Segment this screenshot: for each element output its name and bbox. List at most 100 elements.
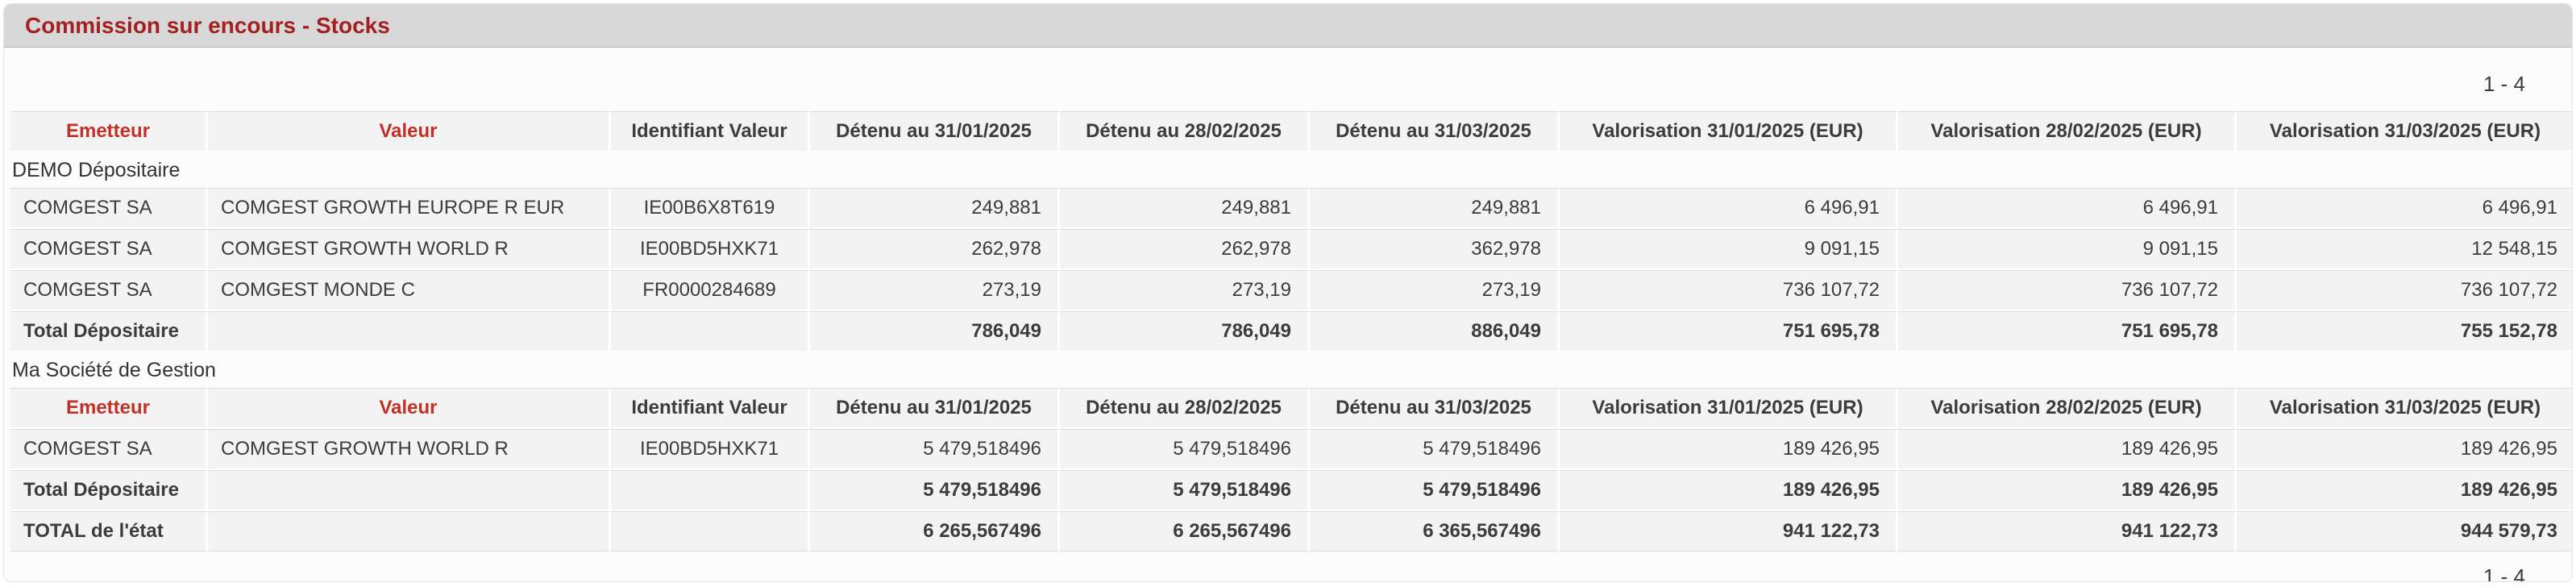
cell: 189 426,95 <box>1898 429 2237 470</box>
cell: 736 107,72 <box>1560 270 1898 311</box>
total-cell <box>611 311 810 352</box>
group-row: Ma Société de Gestion <box>10 352 2572 388</box>
total-cell: 886,049 <box>1310 311 1560 352</box>
column-header[interactable]: Identifiant Valeur <box>611 111 810 152</box>
column-header[interactable]: Valeur <box>208 111 611 152</box>
cell: 9 091,15 <box>1560 229 1898 270</box>
total-cell: 944 579,73 <box>2237 511 2572 552</box>
table-row: COMGEST SA COMGEST GROWTH WORLD R IE00BD5H… <box>10 429 2572 470</box>
total-cell: 5 479,518496 <box>1310 470 1560 511</box>
table-header-row: Emetteur Valeur Identifiant Valeur Détenu a… <box>10 388 2572 429</box>
cell: 736 107,72 <box>1898 270 2237 311</box>
total-cell: 755 152,78 <box>2237 311 2572 352</box>
cell: FR0000284689 <box>611 270 810 311</box>
cell: 249,881 <box>810 188 1060 229</box>
column-header[interactable]: Détenu au 31/03/2025 <box>1310 388 1560 429</box>
total-cell <box>208 511 611 552</box>
total-row: Total Dépositaire 5 479,518496 5 479,51849… <box>10 470 2572 511</box>
table-row: COMGEST SA COMGEST GROWTH EUROPE R EUR IE0… <box>10 188 2572 229</box>
cell: 189 426,95 <box>2237 429 2572 470</box>
cell: COMGEST GROWTH EUROPE R EUR <box>208 188 611 229</box>
panel-content: 1 - 4 Emetteur Valeur Identifiant Valeur Dé… <box>4 48 2572 582</box>
total-cell <box>611 511 810 552</box>
cell: 5 479,518496 <box>1060 429 1310 470</box>
table-row: COMGEST SA COMGEST GROWTH WORLD R IE00BD5H… <box>10 229 2572 270</box>
grand-total-row: TOTAL de l'état 6 265,567496 6 265,567496 6… <box>10 511 2572 552</box>
group-label: DEMO Dépositaire <box>12 159 181 181</box>
cell: IE00BD5HXK71 <box>611 229 810 270</box>
cell: COMGEST SA <box>10 229 208 270</box>
cell: 9 091,15 <box>1898 229 2237 270</box>
column-header[interactable]: Emetteur <box>10 111 208 152</box>
cell: COMGEST SA <box>10 270 208 311</box>
column-header[interactable]: Valorisation 28/02/2025 (EUR) <box>1898 111 2237 152</box>
panel-title: Commission sur encours - Stocks <box>25 12 390 38</box>
group-label: Ma Société de Gestion <box>12 359 216 381</box>
total-cell: 6 265,567496 <box>1060 511 1310 552</box>
total-cell: 5 479,518496 <box>1060 470 1310 511</box>
cell: 736 107,72 <box>2237 270 2572 311</box>
cell: COMGEST SA <box>10 188 208 229</box>
total-cell: 751 695,78 <box>1898 311 2237 352</box>
total-cell: 189 426,95 <box>2237 470 2572 511</box>
column-header[interactable]: Valorisation 31/01/2025 (EUR) <box>1560 111 1898 152</box>
column-header[interactable]: Emetteur <box>10 388 208 429</box>
column-header[interactable]: Valorisation 31/03/2025 (EUR) <box>2237 111 2572 152</box>
total-cell: 189 426,95 <box>1560 470 1898 511</box>
table-header-row: Emetteur Valeur Identifiant Valeur Détenu a… <box>10 111 2572 152</box>
pagination-top: 1 - 4 <box>2483 72 2525 96</box>
cell: 273,19 <box>1310 270 1560 311</box>
column-header[interactable]: Identifiant Valeur <box>611 388 810 429</box>
cell: IE00B6X8T619 <box>611 188 810 229</box>
total-cell: 941 122,73 <box>1560 511 1898 552</box>
column-header[interactable]: Détenu au 31/01/2025 <box>810 111 1060 152</box>
pagination-bottom: 1 - 4 <box>2483 564 2525 582</box>
cell: 6 496,91 <box>2237 188 2572 229</box>
column-header[interactable]: Valeur <box>208 388 611 429</box>
table-row: COMGEST SA COMGEST MONDE C FR0000284689 273… <box>10 270 2572 311</box>
total-cell: 941 122,73 <box>1898 511 2237 552</box>
cell: COMGEST SA <box>10 429 208 470</box>
cell: 249,881 <box>1060 188 1310 229</box>
cell: 5 479,518496 <box>1310 429 1560 470</box>
column-header[interactable]: Détenu au 31/01/2025 <box>810 388 1060 429</box>
column-header[interactable]: Détenu au 28/02/2025 <box>1060 388 1310 429</box>
cell: 12 548,15 <box>2237 229 2572 270</box>
cell: COMGEST MONDE C <box>208 270 611 311</box>
report-panel: Commission sur encours - Stocks 1 - 4 Em… <box>3 3 2573 582</box>
total-cell: 751 695,78 <box>1560 311 1898 352</box>
cell: 273,19 <box>810 270 1060 311</box>
cell: 362,978 <box>1310 229 1560 270</box>
total-row: Total Dépositaire 786,049 786,049 886,049 75… <box>10 311 2572 352</box>
cell: 5 479,518496 <box>810 429 1060 470</box>
column-header[interactable]: Valorisation 31/03/2025 (EUR) <box>2237 388 2572 429</box>
total-cell: 786,049 <box>1060 311 1310 352</box>
total-cell: 189 426,95 <box>1898 470 2237 511</box>
total-cell <box>208 311 611 352</box>
panel-titlebar: Commission sur encours - Stocks <box>4 4 2572 48</box>
total-cell: TOTAL de l'état <box>10 511 208 552</box>
cell: 273,19 <box>1060 270 1310 311</box>
total-cell <box>208 470 611 511</box>
commission-table: Emetteur Valeur Identifiant Valeur Détenu a… <box>10 111 2572 552</box>
cell: 262,978 <box>1060 229 1310 270</box>
group-row: DEMO Dépositaire <box>10 152 2572 188</box>
cell: 6 496,91 <box>1898 188 2237 229</box>
column-header[interactable]: Valorisation 31/01/2025 (EUR) <box>1560 388 1898 429</box>
total-cell: Total Dépositaire <box>10 311 208 352</box>
column-header[interactable]: Détenu au 28/02/2025 <box>1060 111 1310 152</box>
cell: 6 496,91 <box>1560 188 1898 229</box>
cell: 189 426,95 <box>1560 429 1898 470</box>
column-header[interactable]: Détenu au 31/03/2025 <box>1310 111 1560 152</box>
total-cell <box>611 470 810 511</box>
total-cell: 786,049 <box>810 311 1060 352</box>
total-cell: Total Dépositaire <box>10 470 208 511</box>
cell: 262,978 <box>810 229 1060 270</box>
total-cell: 5 479,518496 <box>810 470 1060 511</box>
column-header[interactable]: Valorisation 28/02/2025 (EUR) <box>1898 388 2237 429</box>
total-cell: 6 265,567496 <box>810 511 1060 552</box>
cell: IE00BD5HXK71 <box>611 429 810 470</box>
cell: COMGEST GROWTH WORLD R <box>208 229 611 270</box>
cell: COMGEST GROWTH WORLD R <box>208 429 611 470</box>
cell: 249,881 <box>1310 188 1560 229</box>
